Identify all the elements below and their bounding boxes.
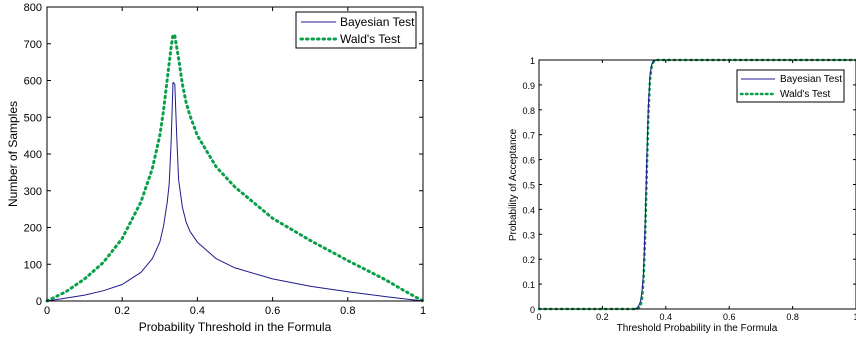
right-y-tick-label: 0.6 — [522, 156, 535, 166]
left-x-tick-label: 0.2 — [115, 305, 130, 317]
right-y-tick-label: 1 — [530, 56, 535, 66]
left-series-layer — [45, 33, 425, 303]
left-x-tick-label: 1 — [420, 305, 426, 317]
left-legend-box — [295, 11, 417, 49]
chart-right: 0 0.2 0.4 0.6 0.8 1 0 0.1 0.2 0.3 0.4 0.5 0.6 0.7 0.8 0… — [508, 56, 856, 334]
left-y-tick-label: 0 — [36, 296, 42, 308]
left-x-tick-label: 0.6 — [265, 305, 280, 317]
right-y-tick-label: 0.2 — [522, 255, 535, 265]
left-plot-frame — [46, 6, 424, 302]
left-series-bayesian — [46, 81, 424, 302]
left-legend-label-bayesian: Bayesian Test — [340, 15, 415, 29]
right-x-tick-label: 0.4 — [660, 312, 673, 322]
left-y-tick-label: 300 — [24, 186, 42, 198]
right-y-tick-label: 0.9 — [522, 81, 535, 91]
right-legend-label-wald: Wald's Test — [780, 89, 830, 100]
left-y-axis-label: Number of Samples — [6, 101, 20, 207]
right-x-tick-label: 0 — [536, 312, 541, 322]
left-y-tick-label: 800 — [24, 2, 42, 14]
right-y-tick-label: 0.3 — [522, 230, 535, 240]
left-y-tick-label: 500 — [24, 112, 42, 124]
right-legend-box — [736, 69, 845, 103]
right-y-tick-label: 0.8 — [522, 106, 535, 116]
right-y-tick-label: 0 — [530, 305, 535, 315]
right-x-tick-label: 0.8 — [786, 312, 799, 322]
left-legend-label-wald: Wald's Test — [340, 32, 401, 46]
right-y-tick-label: 0.1 — [522, 280, 535, 290]
left-y-tick-label: 600 — [24, 76, 42, 88]
left-x-axis-label: Probability Threshold in the Formula — [139, 320, 332, 334]
right-legend: Bayesian Test Wald's Test — [736, 69, 845, 103]
left-y-tick-label: 700 — [24, 39, 42, 51]
right-y-tick-label: 0.5 — [522, 181, 535, 191]
right-x-axis-label: Threshold Probability in the Formula — [617, 323, 778, 334]
right-x-tick-label: 0.6 — [723, 312, 736, 322]
chart-left: 0 0.2 0.4 0.6 0.8 10100200300400500600700800 … — [6, 2, 426, 334]
right-x-tick-label: 0.2 — [596, 312, 609, 322]
left-ticks: 0 0.2 0.4 0.6 0.8 1 0 100 200 300 400 500 600 700 800 — [24, 2, 426, 317]
left-y-tick-label: 400 — [24, 149, 42, 161]
left-y-tick-label: 100 — [24, 259, 42, 271]
right-y-axis-label: Probability of Acceptance — [508, 128, 519, 241]
left-x-tick-label: 0 — [44, 305, 50, 317]
left-x-tick-label: 0.4 — [190, 305, 205, 317]
left-legend: Bayesian Test Wald's Test — [295, 11, 417, 49]
right-legend-label-bayesian: Bayesian Test — [780, 74, 842, 85]
right-y-tick-label: 0.4 — [522, 205, 535, 215]
left-series-wald — [45, 33, 425, 303]
right-y-tick-label: 0.7 — [522, 131, 535, 141]
left-x-tick-label: 0.8 — [340, 305, 355, 317]
right-ticks: 0 0.2 0.4 0.6 0.8 1 0 0.1 0.2 0.3 0.4 0.5 0.6 0.7 0.8 0… — [522, 56, 856, 322]
left-y-tick-label: 200 — [24, 223, 42, 235]
right-x-tick-label: 1 — [853, 312, 856, 322]
